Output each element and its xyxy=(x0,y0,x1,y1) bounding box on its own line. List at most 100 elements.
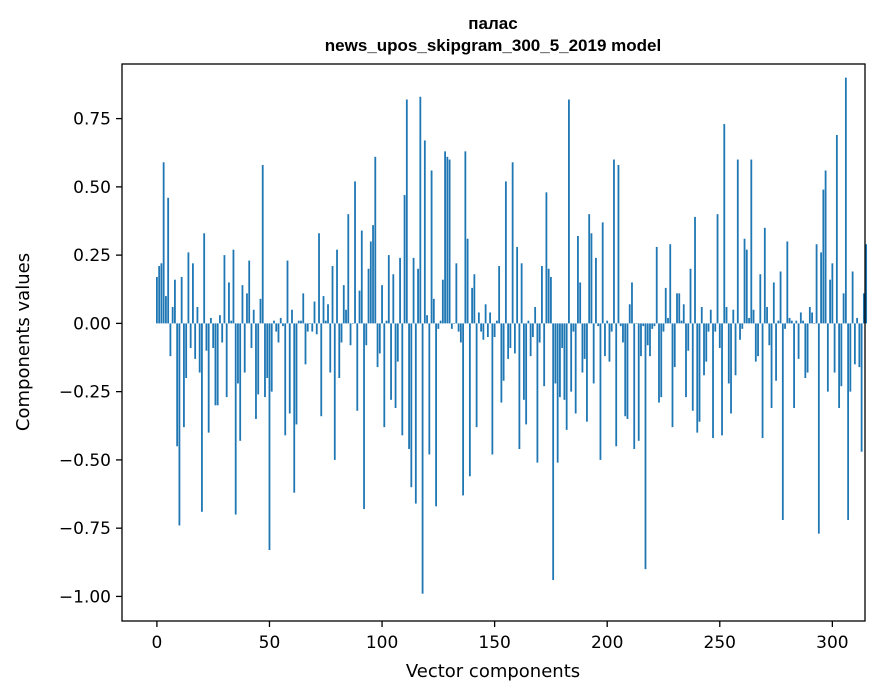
bar xyxy=(320,323,323,417)
bar xyxy=(676,293,678,324)
x-tick-label: 300 xyxy=(816,633,848,653)
bar xyxy=(847,323,850,520)
bar xyxy=(374,156,377,324)
bar xyxy=(754,323,757,362)
bar xyxy=(448,159,451,324)
bar xyxy=(158,266,161,324)
bar xyxy=(410,323,413,488)
bar xyxy=(385,320,388,324)
bar xyxy=(822,189,825,324)
bar xyxy=(342,285,345,324)
bar xyxy=(279,317,282,324)
plot-frame xyxy=(121,63,866,622)
bar xyxy=(426,315,428,324)
bar xyxy=(252,309,255,324)
bar xyxy=(439,320,442,324)
bar xyxy=(495,320,498,324)
bar xyxy=(606,320,609,324)
bar xyxy=(667,317,669,324)
bar xyxy=(550,276,552,324)
bar xyxy=(286,260,289,324)
bar xyxy=(234,323,237,515)
bar xyxy=(691,323,694,411)
bar xyxy=(491,323,494,455)
bar xyxy=(367,268,370,324)
bar xyxy=(532,323,534,338)
bar xyxy=(687,323,690,351)
bar xyxy=(617,165,620,324)
bar xyxy=(471,287,474,324)
bar xyxy=(759,274,762,324)
bar xyxy=(482,323,485,340)
y-tick-label: −0.25 xyxy=(59,383,111,403)
bar xyxy=(302,293,305,324)
bar xyxy=(396,323,399,362)
bar xyxy=(640,323,642,357)
bar xyxy=(473,274,476,324)
bar xyxy=(167,197,170,324)
bar xyxy=(541,266,543,324)
bar xyxy=(306,323,309,332)
bar xyxy=(525,323,528,425)
bar xyxy=(432,298,435,324)
bar xyxy=(739,323,741,340)
bar xyxy=(743,238,746,324)
bar xyxy=(637,323,640,441)
bar xyxy=(459,323,462,343)
bar xyxy=(590,233,593,324)
bar xyxy=(624,323,627,417)
bar xyxy=(464,151,467,324)
bar xyxy=(338,323,341,378)
bar xyxy=(475,323,478,428)
bar xyxy=(264,323,266,398)
bar xyxy=(781,323,784,520)
bar xyxy=(709,309,712,324)
bar xyxy=(311,323,314,332)
bar xyxy=(707,323,710,332)
bar xyxy=(313,301,316,324)
bar xyxy=(351,323,354,324)
bar xyxy=(196,307,199,324)
bar xyxy=(300,320,302,324)
bar xyxy=(635,323,638,324)
bar xyxy=(372,225,374,324)
bar xyxy=(856,317,859,324)
bar xyxy=(694,216,696,324)
bar xyxy=(604,323,606,357)
bar xyxy=(552,323,555,581)
bar xyxy=(646,323,649,346)
bar xyxy=(732,309,735,324)
bar xyxy=(381,285,383,324)
bar xyxy=(826,323,829,392)
bar xyxy=(198,323,201,373)
bar xyxy=(399,257,401,324)
bar xyxy=(563,323,566,400)
bar xyxy=(712,323,714,439)
bar xyxy=(840,323,843,387)
bar xyxy=(261,165,264,324)
bar xyxy=(428,323,431,455)
bar xyxy=(437,323,440,329)
bar xyxy=(394,323,397,409)
bar xyxy=(288,323,291,414)
bar xyxy=(844,77,847,324)
bar xyxy=(489,312,492,324)
bar xyxy=(689,268,692,324)
bar xyxy=(858,323,861,368)
x-tick-label: 50 xyxy=(259,633,281,653)
bar xyxy=(250,323,253,348)
bar xyxy=(556,323,559,463)
bar xyxy=(813,323,816,324)
bar xyxy=(466,238,469,324)
bar xyxy=(507,323,510,359)
bar xyxy=(324,320,327,324)
x-tick-label: 100 xyxy=(366,633,398,653)
bar xyxy=(493,323,496,338)
bar xyxy=(293,323,296,493)
bar xyxy=(811,312,813,324)
bar xyxy=(315,323,318,335)
bar xyxy=(808,307,811,324)
bar xyxy=(162,162,165,324)
bar xyxy=(554,323,557,384)
bar xyxy=(446,156,449,324)
